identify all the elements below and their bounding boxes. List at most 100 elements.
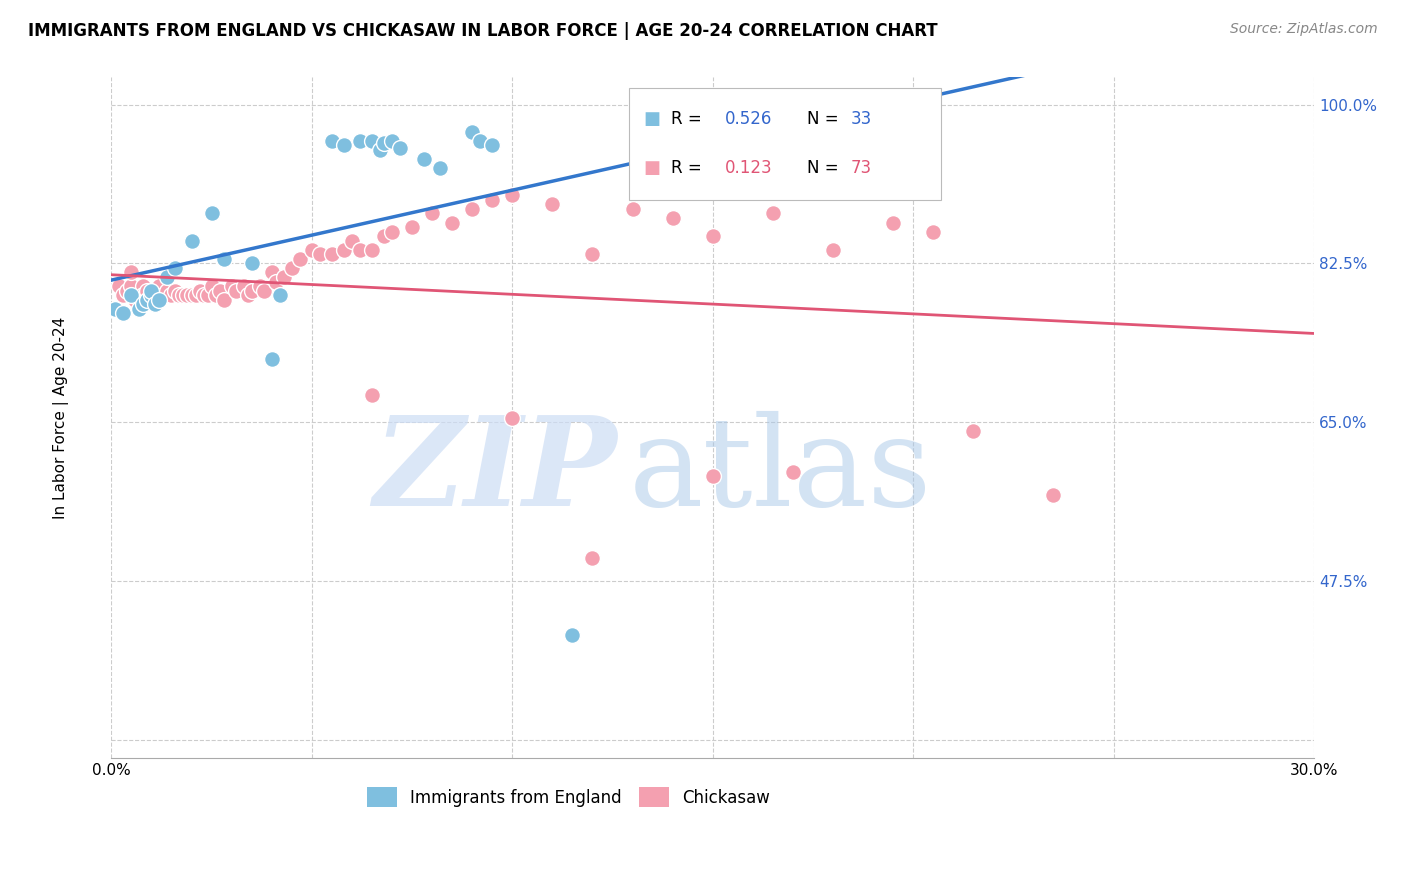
Point xyxy=(308,247,330,261)
Point xyxy=(180,288,202,302)
Point xyxy=(441,215,464,229)
Text: R =: R = xyxy=(671,160,707,178)
Point xyxy=(169,288,191,302)
Point xyxy=(260,265,283,279)
Point xyxy=(661,211,683,225)
Point xyxy=(702,229,724,244)
Point xyxy=(212,293,235,307)
Point xyxy=(288,252,311,266)
Point xyxy=(184,288,207,302)
Text: R =: R = xyxy=(671,110,707,128)
Point xyxy=(481,193,503,207)
Y-axis label: In Labor Force | Age 20-24: In Labor Force | Age 20-24 xyxy=(53,317,69,518)
Point xyxy=(373,229,395,244)
Point xyxy=(176,288,198,302)
Text: 0.123: 0.123 xyxy=(724,160,772,178)
Text: Source: ZipAtlas.com: Source: ZipAtlas.com xyxy=(1230,22,1378,37)
Point xyxy=(160,288,183,302)
Point xyxy=(221,279,243,293)
Point xyxy=(301,243,323,257)
Text: ■: ■ xyxy=(643,110,659,128)
Point xyxy=(200,279,222,293)
Point xyxy=(212,252,235,266)
Point xyxy=(373,136,395,150)
Point xyxy=(461,202,484,216)
Point xyxy=(368,143,391,157)
Point xyxy=(260,351,283,366)
Point xyxy=(821,243,844,257)
Point xyxy=(124,293,146,307)
Point xyxy=(273,270,295,285)
Point xyxy=(321,134,343,148)
Point xyxy=(264,275,287,289)
Point xyxy=(501,410,523,425)
Point xyxy=(141,288,163,302)
Point xyxy=(240,256,263,270)
Point xyxy=(420,206,443,220)
Point xyxy=(470,134,492,148)
Point xyxy=(136,284,159,298)
Point xyxy=(112,288,135,302)
Point xyxy=(156,284,179,298)
Point xyxy=(401,220,423,235)
Point xyxy=(922,225,945,239)
Text: IMMIGRANTS FROM ENGLAND VS CHICKASAW IN LABOR FORCE | AGE 20-24 CORRELATION CHAR: IMMIGRANTS FROM ENGLAND VS CHICKASAW IN … xyxy=(28,22,938,40)
Point xyxy=(249,279,271,293)
Point xyxy=(145,297,167,311)
Point xyxy=(321,247,343,261)
Text: 73: 73 xyxy=(851,160,872,178)
Text: 0.526: 0.526 xyxy=(724,110,772,128)
Point xyxy=(762,206,785,220)
Text: atlas: atlas xyxy=(628,411,932,533)
Point xyxy=(333,243,356,257)
Point xyxy=(148,279,170,293)
Text: N =: N = xyxy=(807,110,844,128)
Point xyxy=(1042,488,1064,502)
Point xyxy=(148,288,170,302)
Point xyxy=(225,284,247,298)
Point xyxy=(581,247,603,261)
Point xyxy=(702,469,724,483)
Point xyxy=(501,188,523,202)
Point xyxy=(136,293,159,307)
Point xyxy=(128,301,150,316)
Point xyxy=(413,152,436,166)
Point xyxy=(349,134,371,148)
Point xyxy=(204,288,226,302)
Point xyxy=(253,284,276,298)
Legend: Immigrants from England, Chickasaw: Immigrants from England, Chickasaw xyxy=(360,780,776,814)
Point xyxy=(361,388,384,402)
Point xyxy=(429,161,451,175)
Point xyxy=(894,106,917,120)
Point xyxy=(621,202,644,216)
Point xyxy=(962,424,984,438)
Point xyxy=(104,301,127,316)
Text: N =: N = xyxy=(807,160,844,178)
Point xyxy=(132,297,155,311)
Point xyxy=(381,134,404,148)
Point xyxy=(197,288,219,302)
Point xyxy=(128,288,150,302)
Point xyxy=(165,284,187,298)
Point xyxy=(193,288,215,302)
Text: 33: 33 xyxy=(851,110,872,128)
Point xyxy=(188,284,211,298)
Point xyxy=(200,206,222,220)
Point xyxy=(240,284,263,298)
Point xyxy=(108,279,131,293)
Point xyxy=(132,288,155,302)
Point xyxy=(173,288,195,302)
Point xyxy=(361,134,384,148)
Point xyxy=(541,197,564,211)
Point xyxy=(145,288,167,302)
Point xyxy=(269,288,291,302)
Point xyxy=(280,260,302,275)
Point xyxy=(461,125,484,139)
Point xyxy=(333,138,356,153)
Point xyxy=(561,628,583,642)
Point xyxy=(120,288,142,302)
Point xyxy=(481,138,503,153)
Point xyxy=(340,234,363,248)
Point xyxy=(381,225,404,239)
Point xyxy=(156,270,179,285)
